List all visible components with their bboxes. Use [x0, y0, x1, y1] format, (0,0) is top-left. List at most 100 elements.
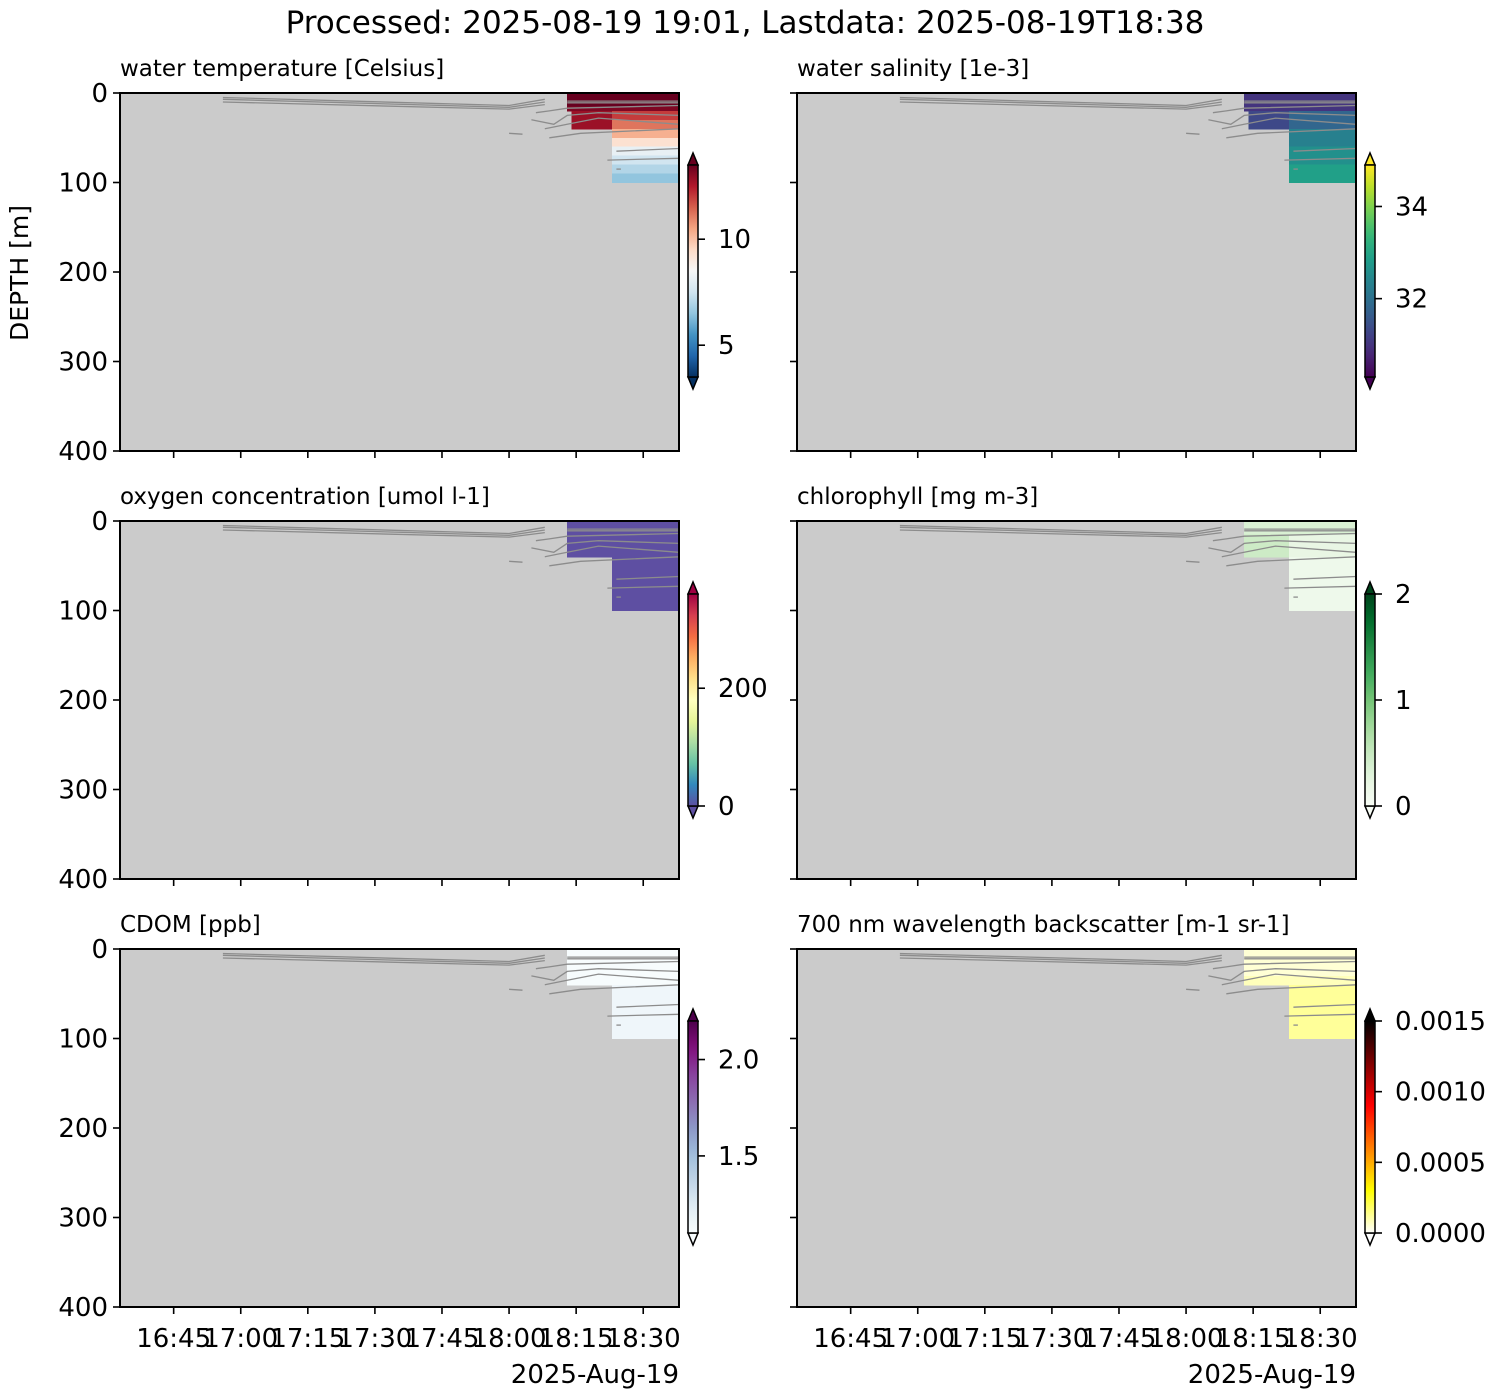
profile-line: [616, 1003, 680, 1008]
profile-line: [899, 96, 1222, 107]
colorbar-tick-label: 0.0010: [1395, 1078, 1486, 1108]
profile-line: [222, 101, 545, 110]
y-tick-label: 400: [58, 1293, 108, 1323]
data-cell: [611, 128, 680, 139]
profile-line: [549, 128, 680, 139]
profile-line: [1212, 104, 1357, 114]
y-tick-label: 400: [58, 437, 108, 467]
profile-line: [616, 147, 680, 152]
colorbar-tick-label: 0: [718, 792, 735, 822]
panel-1: water temperature [Celsius] 0 100 200 300 400…: [58, 56, 751, 467]
data-cell: [611, 556, 680, 611]
panels: water temperature [Celsius]0100200300400…: [58, 56, 1486, 1390]
x-tick-label: 18:00: [472, 1324, 547, 1354]
axes-background: [120, 949, 679, 1307]
colorbar-tick-label: 2: [1395, 580, 1412, 610]
profile-line: [1226, 128, 1357, 139]
colorbar-body: [1364, 164, 1376, 378]
profile-line: [509, 988, 523, 991]
profile-line: [544, 117, 680, 130]
data-cell: [567, 106, 680, 112]
profile-line: [607, 157, 680, 161]
panel-title: water salinity [1e-3]: [797, 56, 1029, 82]
y-tick-label: 0: [91, 79, 108, 109]
profile-line: [544, 973, 680, 986]
profile-line: [1221, 973, 1357, 986]
panel-title: CDOM [ppb]: [120, 912, 261, 938]
colorbar: 0 200: [686, 580, 768, 822]
profile-line: [509, 560, 523, 563]
profile-line: [1293, 575, 1357, 580]
panel-title: water temperature [Celsius]: [120, 56, 444, 82]
x-tick-label: 17:15: [947, 1324, 1022, 1354]
colorbar-body: [687, 1020, 699, 1234]
colorbar-tick-label: 200: [718, 674, 768, 704]
panel-4: chlorophyll [mg m-3] 0 1 2: [790, 484, 1412, 886]
profile-line: [531, 968, 680, 981]
y-axis-label: DEPTH [m]: [5, 205, 34, 341]
y-tick-label: 200: [58, 258, 108, 288]
colorbar: 1.5 2.0: [686, 1007, 759, 1247]
x-tick-label: 17:45: [405, 1324, 480, 1354]
x-tick-label: 17:30: [1014, 1324, 1089, 1354]
data-cell: [1244, 521, 1357, 535]
colorbar: 0.0000 0.0005 0.0010 0.0015: [1363, 1007, 1486, 1249]
profile-line: [899, 954, 1222, 964]
colorbar-tick-label: 0.0015: [1395, 1007, 1486, 1037]
data-cell: [611, 137, 680, 148]
y-tick-label: 0: [91, 507, 108, 537]
y-tick-label: 200: [58, 1114, 108, 1144]
profile-line: [1221, 545, 1357, 558]
colorbar-tick-label: 10: [718, 225, 751, 255]
profile-line: [899, 529, 1222, 538]
profile-line: [535, 960, 680, 970]
profile-line: [544, 545, 680, 558]
profile-line: [222, 952, 545, 963]
x-tick-label: 17:45: [1082, 1324, 1157, 1354]
colorbar-tick-label: 0.0005: [1395, 1148, 1486, 1178]
profile-line: [535, 104, 680, 114]
x-tick-label: 18:30: [1283, 1324, 1358, 1354]
figure-title: Processed: 2025-08-19 19:01, Lastdata: 2…: [286, 5, 1205, 41]
data-cell: [1288, 164, 1357, 183]
data-cell: [567, 521, 680, 558]
profile-line: [1293, 147, 1357, 152]
profile-line: [899, 98, 1222, 108]
data-cell: [1288, 556, 1357, 611]
profile-line: [222, 954, 545, 964]
panel-6: 700 nm wavelength backscatter [m-1 sr-1]…: [790, 912, 1486, 1390]
profile-line: [535, 532, 680, 542]
profile-line: [1226, 984, 1357, 995]
colorbar-tick-label: 0.0000: [1395, 1219, 1486, 1249]
profile-line: [222, 957, 545, 966]
colorbar-tick-label: 2.0: [718, 1046, 759, 1076]
data-cell: [1288, 984, 1357, 1039]
x-tick-label: 17:15: [270, 1324, 345, 1354]
colorbar-tick-label: 1: [1395, 686, 1412, 716]
data-cell: [1244, 534, 1290, 558]
colorbar-body: [687, 593, 699, 807]
data-cell: [567, 93, 680, 107]
profile-line: [899, 101, 1222, 110]
x-tick-label: 18:15: [1216, 1324, 1291, 1354]
data-cell: [611, 119, 680, 130]
profile-line: [222, 526, 545, 536]
colorbar: 0 1 2: [1363, 580, 1412, 822]
colorbar-body: [1364, 1020, 1376, 1234]
panel-title: 700 nm wavelength backscatter [m-1 sr-1]: [797, 912, 1290, 938]
axes-background: [797, 521, 1356, 879]
y-tick-label: 0: [91, 935, 108, 965]
profile-line: [607, 585, 680, 589]
colorbar-body: [687, 164, 699, 378]
data-cell: [1288, 128, 1357, 148]
profile-line: [616, 575, 680, 580]
y-tick-label: 100: [58, 169, 108, 199]
panel-2: water salinity [1e-3] 32 34: [790, 56, 1428, 458]
profile-line: [1212, 532, 1357, 542]
date-label: 2025-Aug-19: [511, 1360, 679, 1390]
profile-line: [1284, 1013, 1357, 1017]
profile-line: [531, 112, 680, 125]
x-tick-label: 17:00: [203, 1324, 278, 1354]
profile-line: [1293, 1003, 1357, 1008]
